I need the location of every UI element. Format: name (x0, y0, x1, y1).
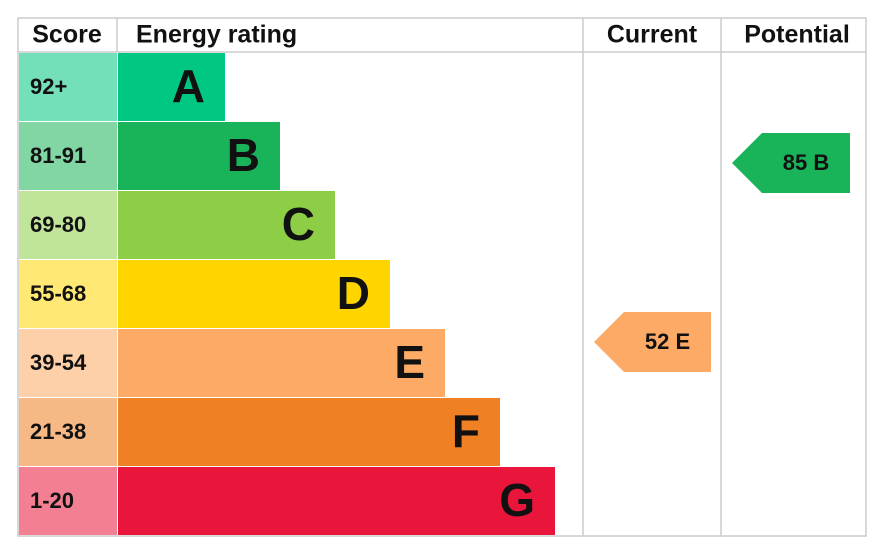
score-cell (19, 467, 117, 535)
score-label: 21-38 (30, 419, 86, 444)
rating-bar (118, 53, 225, 121)
rating-letter: A (172, 60, 205, 112)
rating-letter: F (452, 405, 480, 457)
header-current: Current (607, 21, 698, 49)
rating-letter: C (282, 198, 315, 250)
header-potential: Potential (744, 21, 850, 49)
score-label: 92+ (30, 74, 67, 99)
score-label: 1-20 (30, 488, 74, 513)
score-cell (19, 329, 117, 397)
current-arrow (594, 312, 711, 372)
rating-letter: E (394, 336, 425, 388)
current-label: 52 E (645, 329, 690, 354)
rating-bar (118, 329, 445, 397)
score-cell (19, 122, 117, 190)
score-cell (19, 398, 117, 466)
rating-letter: D (337, 267, 370, 319)
rating-bar (118, 191, 335, 259)
rating-letter: G (499, 474, 535, 526)
score-label: 55-68 (30, 281, 86, 306)
header-energy-rating: Energy rating (136, 21, 297, 49)
score-label: 39-54 (30, 350, 87, 375)
potential-label: 85 B (783, 150, 829, 175)
score-cell (19, 191, 117, 259)
rating-bar (118, 398, 500, 466)
rating-letter: B (227, 129, 260, 181)
potential-arrow (732, 133, 850, 193)
header-score: Score (32, 21, 102, 49)
score-cell (19, 260, 117, 328)
score-label: 81-91 (30, 143, 86, 168)
rating-bar (118, 467, 555, 535)
score-cell (19, 53, 117, 121)
rating-bar (118, 260, 390, 328)
score-label: 69-80 (30, 212, 86, 237)
rating-bar (118, 122, 280, 190)
